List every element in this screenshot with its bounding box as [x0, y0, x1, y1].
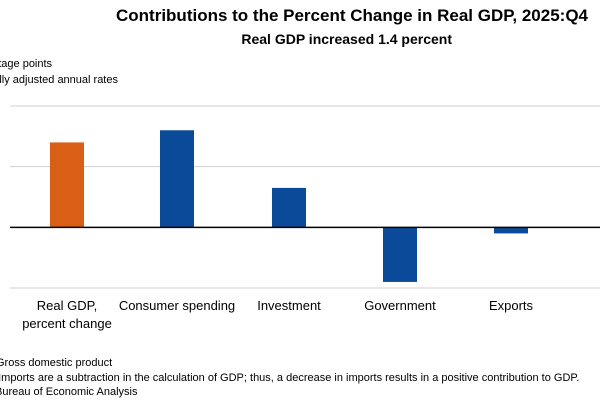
- chart-title: Contributions to the Percent Change in R…: [116, 6, 588, 25]
- footnote-gdp: Gross domestic product: [0, 357, 113, 369]
- category-label-3: Government: [364, 298, 436, 313]
- gridlines: [10, 105, 600, 289]
- category-label-1: Consumer spending: [118, 298, 236, 313]
- footnote-imports: . Imports are a subtraction in the calcu…: [0, 372, 580, 384]
- bar-0: [50, 142, 84, 228]
- bar-2: [272, 187, 306, 228]
- bar-1: [160, 130, 194, 228]
- bar-3: [383, 227, 417, 282]
- bars: [50, 130, 528, 282]
- category-label-0: Real GDP, percent change: [22, 298, 112, 331]
- chart-subtitle: Real GDP increased 1.4 percent: [241, 31, 452, 47]
- category-label-2: Investment: [257, 298, 321, 313]
- category-label-4: Exports: [488, 298, 534, 313]
- footnote-source: Bureau of Economic Analysis: [0, 386, 138, 398]
- unit-note-rates: onally adjusted annual rates: [0, 74, 118, 86]
- bar-4: [494, 227, 528, 234]
